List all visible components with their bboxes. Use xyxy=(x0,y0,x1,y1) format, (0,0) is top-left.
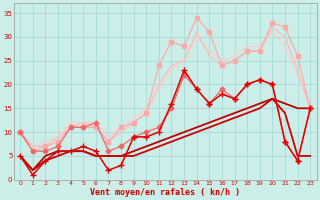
X-axis label: Vent moyen/en rafales ( kn/h ): Vent moyen/en rafales ( kn/h ) xyxy=(90,188,240,197)
